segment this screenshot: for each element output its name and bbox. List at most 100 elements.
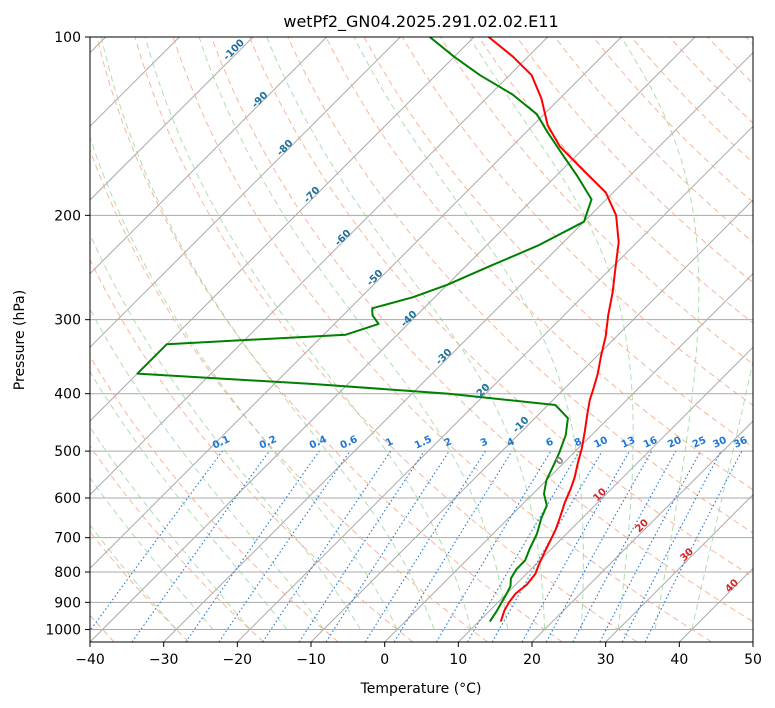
y-tick-label: 1000 (45, 622, 81, 638)
isotherm-line (752, 641, 753, 642)
isotherm-line (90, 37, 328, 275)
mixing-ratio-label: 16 (642, 435, 659, 451)
dry-adiabat-label: 20 (633, 517, 651, 535)
x-tick-label: 20 (523, 652, 541, 668)
mixing-ratio-line (644, 450, 743, 642)
dry-adiabat-label: 40 (723, 577, 741, 595)
moist-adiabat-line (90, 370, 288, 630)
moist-adiabat-line (144, 37, 472, 630)
mixing-ratio-line (393, 450, 513, 642)
moist-adiabat-line (620, 37, 700, 630)
isotherm-line (384, 272, 753, 642)
moist-adiabat-line (90, 476, 214, 630)
isotherm-line (163, 51, 753, 642)
dry-adiabat-label: 30 (678, 546, 696, 564)
line-labels: -100-90-80-70-60-50-40-30-20-10010203040… (211, 37, 749, 595)
dry-adiabat-line (439, 37, 753, 365)
dry-adiabat-line (90, 355, 339, 642)
dry-adiabat-label: -50 (365, 268, 386, 289)
isotherm-line (310, 199, 753, 642)
dry-adiabat-line (210, 37, 753, 623)
dry-adiabat-line (172, 37, 712, 642)
isotherm-line (678, 567, 753, 642)
isotherm-line (605, 493, 753, 642)
mixing-ratio-label: 25 (691, 435, 708, 451)
moist-adiabat-line (353, 37, 584, 630)
y-tick-label: 800 (54, 565, 81, 581)
isotherm-line (236, 125, 753, 642)
dry-adiabat-line (325, 37, 753, 491)
y-tick-label: 500 (54, 444, 81, 460)
mixing-ratio-label: 8 (573, 436, 584, 449)
x-tick-label: −10 (296, 652, 326, 668)
dry-adiabat-line (745, 37, 753, 45)
dry-adiabat-label: 0 (554, 455, 567, 468)
y-tick-label: 200 (54, 208, 81, 224)
isotherm-line (531, 420, 753, 642)
mixing-ratio-label: 0.2 (258, 434, 279, 451)
mixing-ratio-label: 3 (479, 436, 490, 449)
mixing-ratio-line (435, 450, 552, 642)
x-tick-label: 40 (670, 652, 688, 668)
moist-adiabat-line (100, 37, 435, 630)
x-tick-label: −20 (223, 652, 253, 668)
dry-adiabat-label: -30 (434, 347, 455, 368)
dry-adiabat-line (134, 37, 638, 642)
dry-adiabat-line (249, 37, 753, 578)
y-tick-label: 300 (54, 313, 81, 329)
dry-adiabat-label: -20 (472, 382, 493, 403)
mixing-ratio-label: 20 (666, 435, 683, 451)
chart-title: wetPf2_GN04.2025.291.02.02.E11 (283, 12, 558, 32)
mixing-ratio-line (545, 450, 653, 642)
isotherm-line (90, 37, 475, 422)
moist-adiabat-line (266, 37, 546, 630)
dry-adiabat-line (516, 37, 753, 284)
mixing-ratio-line (325, 450, 450, 642)
isotherm-line (90, 37, 696, 642)
mixing-ratio-label: 10 (592, 435, 609, 451)
y-tick-label: 400 (54, 387, 81, 403)
x-tick-label: 10 (449, 652, 467, 668)
mixing-ratio-label: 1 (384, 436, 395, 449)
mixing-ratio-line (521, 450, 630, 642)
dry-adiabat-line (90, 531, 190, 642)
moist-adiabat-line (198, 37, 509, 630)
x-tick-label: 50 (744, 652, 762, 668)
isotherm-line (90, 37, 254, 201)
x-tick-label: −40 (75, 652, 105, 668)
dry-adiabat-label: 10 (591, 486, 609, 504)
temperature-profile (488, 37, 620, 622)
mixing-ratio-line (599, 450, 701, 642)
dry-adiabat-line (90, 445, 264, 642)
mixing-ratio-line (218, 450, 351, 642)
mixing-ratio-label: 2 (443, 436, 454, 449)
y-tick-label: 900 (54, 595, 81, 611)
x-tick-label: 30 (597, 652, 615, 668)
mixing-ratio-line (572, 450, 677, 642)
y-tick-label: 600 (54, 491, 81, 507)
dry-adiabat-label: -90 (250, 90, 271, 111)
moist-adiabat-line (691, 358, 753, 630)
x-axis-label: Temperature (°C) (360, 681, 482, 697)
dry-adiabat-label: -70 (302, 185, 323, 206)
dry-adiabat-line (90, 258, 414, 642)
y-tick-label: 100 (54, 30, 81, 46)
dry-adiabat-label: -60 (333, 228, 354, 249)
mixing-ratio-label: 4 (506, 436, 517, 449)
mixing-ratio-label: 30 (711, 435, 728, 451)
dry-adiabat-line (478, 37, 753, 324)
axis-ticks: −40 −30 −20 −10 0 10 20 30 40 50 1000 900 800 700 600 5… (45, 30, 762, 668)
dewpoint-profile (136, 37, 593, 623)
mixing-ratio-label: 36 (732, 435, 749, 451)
moist-adiabat-line (90, 135, 398, 630)
moist-adiabat-line (90, 232, 361, 630)
plot-frame (89, 36, 754, 643)
dry-adiabat-line (96, 37, 563, 642)
mixing-ratio-line (131, 450, 270, 642)
mixing-ratio-line (185, 450, 320, 642)
dry-adiabat-label: -10 (511, 415, 532, 436)
x-tick-label: −30 (149, 652, 179, 668)
moist-adiabat-line (90, 426, 251, 630)
y-tick-label: 700 (54, 531, 81, 547)
